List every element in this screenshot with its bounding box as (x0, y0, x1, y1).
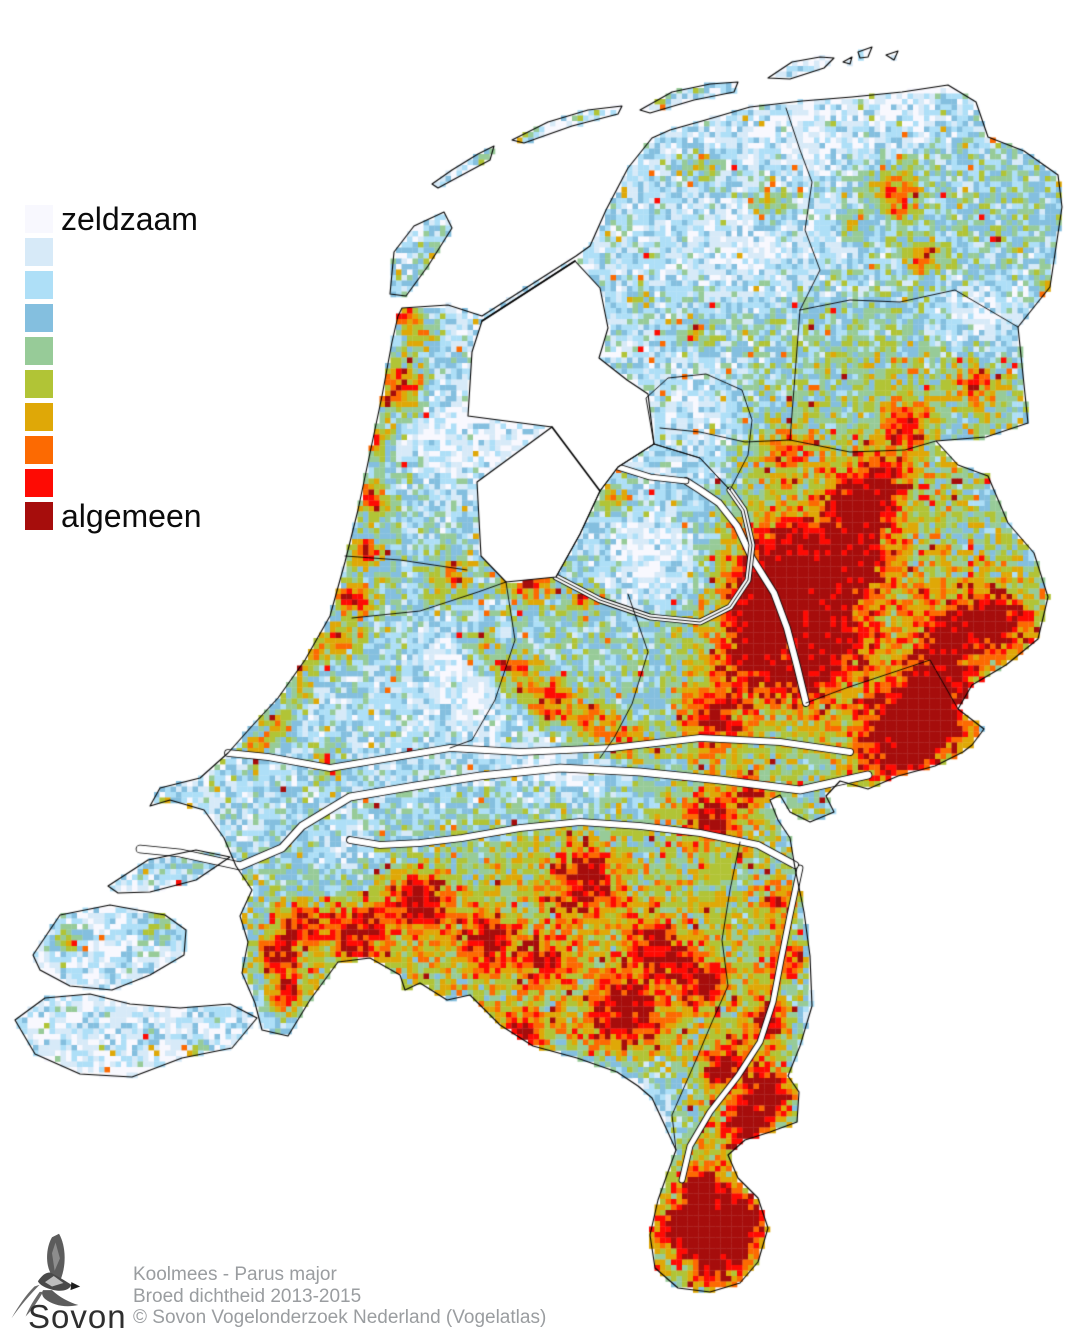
legend-swatch (25, 337, 53, 365)
legend-item: zeldzaam (25, 201, 202, 237)
legend-swatch (25, 469, 53, 497)
species-title: Koolmees - Parus major (133, 1264, 337, 1285)
legend-swatch (25, 502, 53, 530)
sovon-logotype: Sovon (28, 1298, 127, 1335)
legend-item (25, 370, 202, 398)
legend-item (25, 337, 202, 365)
legend-swatch (25, 271, 53, 299)
map-subtitle: Broed dichtheid 2013-2015 (133, 1285, 362, 1307)
legend-item: algemeen (25, 498, 202, 534)
map-caption: Koolmees - Parus major Broed dichtheid 2… (133, 1264, 546, 1329)
legend-swatch (25, 205, 53, 233)
legend-item (25, 469, 202, 497)
legend-swatch (25, 370, 53, 398)
density-legend: zeldzaam algemeen (25, 201, 202, 535)
legend-swatch (25, 238, 53, 266)
legend-swatch (25, 436, 53, 464)
legend-swatch (25, 304, 53, 332)
legend-item (25, 304, 202, 332)
legend-swatch (25, 403, 53, 431)
legend-item (25, 436, 202, 464)
swallow-icon (11, 1233, 81, 1319)
map-attribution: Sovon Koolmees - Parus major Broed dicht… (0, 1228, 700, 1340)
legend-item (25, 403, 202, 431)
sovon-logo: Sovon (4, 1230, 127, 1335)
legend-label: zeldzaam (61, 201, 198, 237)
legend-item (25, 238, 202, 266)
legend-item (25, 271, 202, 299)
legend-label: algemeen (61, 498, 202, 534)
copyright-line: © Sovon Vogelonderzoek Nederland (Vogela… (133, 1307, 547, 1328)
